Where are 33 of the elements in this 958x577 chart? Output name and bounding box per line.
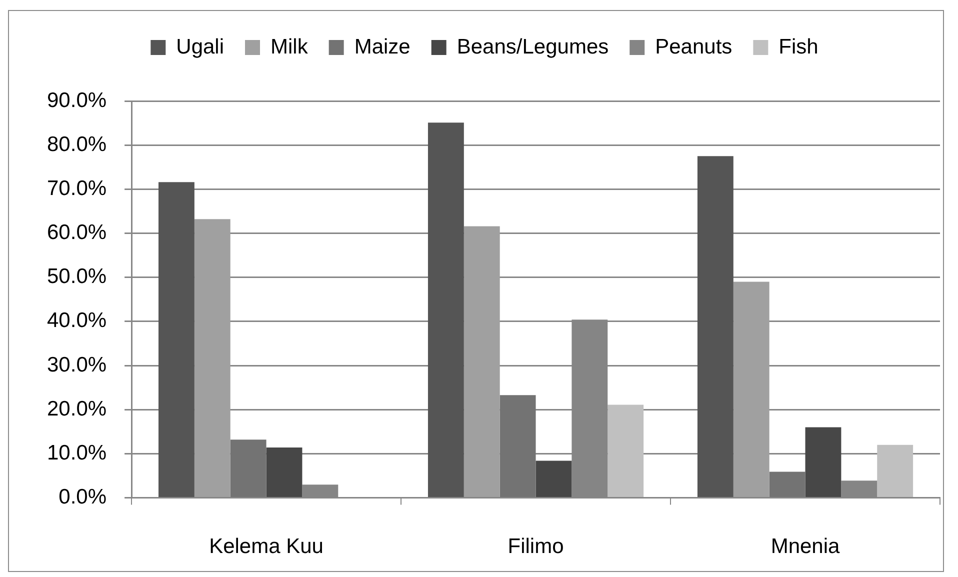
legend-label: Beans/Legumes (456, 35, 609, 58)
bar (697, 156, 734, 498)
bar (464, 226, 500, 498)
y-tick-label: 30.0% (47, 353, 107, 376)
y-tick-label: 0.0% (58, 486, 107, 509)
bar (733, 282, 770, 498)
bar (428, 122, 464, 498)
y-tick-label: 80.0% (47, 132, 107, 156)
bar (608, 404, 644, 498)
y-tick-label: 20.0% (47, 397, 107, 420)
legend-label: Fish (778, 35, 818, 58)
legend-label: Maize (354, 35, 410, 58)
bar (769, 472, 806, 498)
bar (805, 427, 842, 498)
x-tick-label: Kelema Kuu (209, 535, 324, 558)
bar (230, 440, 266, 498)
x-tick-label: Filimo (508, 535, 564, 558)
legend-label: Ugali (176, 35, 224, 58)
bar (266, 448, 302, 498)
y-tick-label: 50.0% (47, 265, 107, 288)
y-tick-label: 40.0% (47, 309, 107, 332)
y-tick-label: 10.0% (47, 442, 107, 465)
bar (194, 219, 230, 498)
legend-label: Milk (270, 35, 308, 58)
legend-label: Peanuts (655, 35, 732, 58)
bar (500, 395, 536, 498)
y-tick-label: 70.0% (47, 176, 107, 200)
y-tick-label: 60.0% (47, 221, 107, 244)
bar (536, 460, 572, 498)
bar (158, 182, 194, 498)
bar (877, 444, 914, 498)
x-tick-label: Mnenia (770, 535, 840, 558)
y-tick-label: 90.0% (47, 88, 107, 112)
